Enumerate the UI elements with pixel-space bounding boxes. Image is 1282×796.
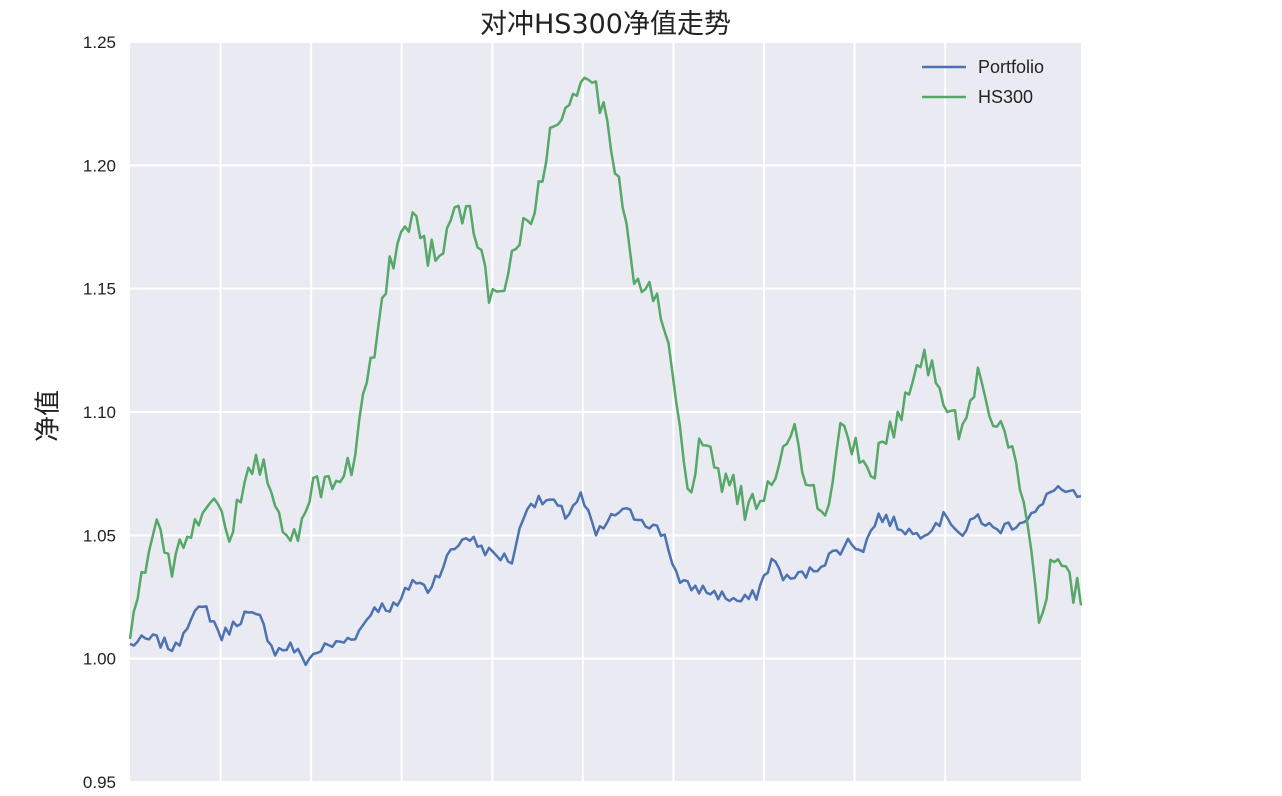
y-tick-label: 1.25	[83, 33, 116, 52]
y-tick-label: 1.05	[83, 526, 116, 545]
chart-title: 对冲HS300净值走势	[480, 9, 731, 40]
y-tick-label: 0.95	[83, 773, 116, 792]
legend: Portfolio HS300	[922, 57, 1044, 107]
y-tick-label: 1.20	[83, 156, 116, 175]
horizontal-grid	[130, 41, 1081, 783]
y-tick-label: 1.00	[83, 650, 116, 669]
series-lines	[128, 76, 1083, 667]
y-tick-label: 1.15	[83, 280, 116, 299]
series-line-portfolio	[129, 484, 1082, 667]
legend-label-hs300: HS300	[978, 87, 1033, 107]
y-tick-labels: 0.95 1.00 1.05 1.10 1.15 1.20 1.25	[83, 33, 116, 792]
series-line-hs300	[128, 76, 1083, 640]
y-tick-label: 1.10	[83, 403, 116, 422]
legend-label-portfolio: Portfolio	[978, 57, 1044, 77]
